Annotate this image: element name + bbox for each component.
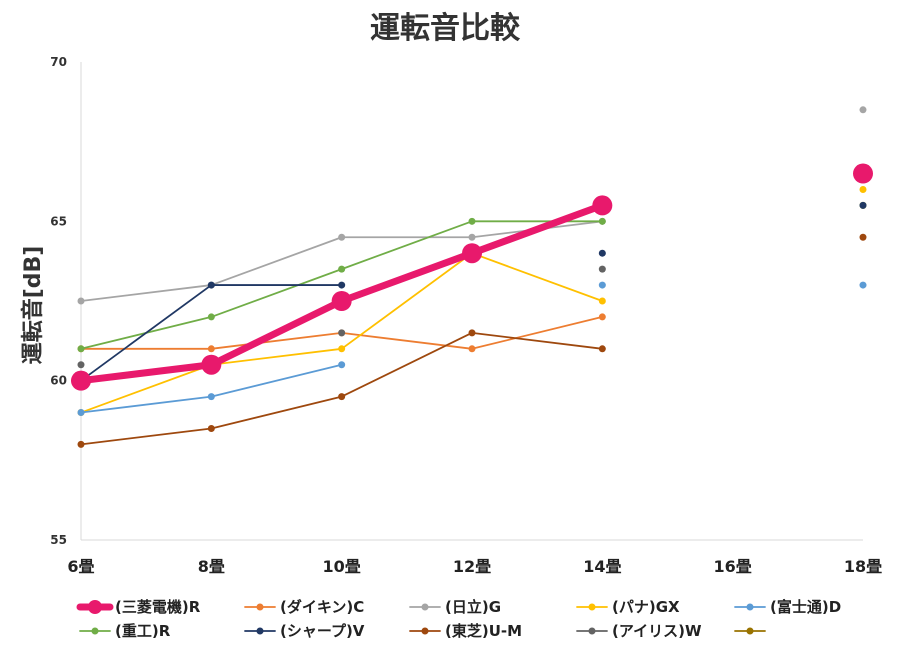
data-point [207, 281, 215, 289]
data-point [592, 195, 613, 216]
legend-label: (アイリス)W [612, 622, 702, 640]
legend-item: (シャープ)V [244, 622, 365, 640]
legend-item: (重工)R [79, 622, 171, 640]
data-point [338, 329, 346, 337]
legend-swatch-marker [746, 603, 754, 611]
data-point [859, 281, 867, 289]
legend-swatch-marker [746, 627, 754, 635]
data-point [207, 345, 215, 353]
legend-swatch-marker [88, 600, 102, 614]
legend-label: (パナ)GX [612, 598, 680, 616]
x-tick-label: 10畳 [323, 557, 361, 576]
legend: (三菱電機)R (ダイキン)C (日立)G (パナ)GX (富士通)D (重工)R (シャー… [76, 598, 841, 640]
legend-item: (ダイキン)C [244, 598, 364, 616]
y-tick-label: 65 [50, 214, 67, 228]
data-point [468, 329, 476, 337]
legend-label: (ダイキン)C [280, 598, 364, 616]
legend-swatch-marker [588, 603, 596, 611]
data-point [338, 281, 346, 289]
x-tick-label: 6畳 [67, 557, 94, 576]
legend-swatch-marker [256, 627, 264, 635]
data-point [338, 393, 346, 401]
legend-item: (三菱電機)R [76, 598, 201, 616]
series-0 [71, 163, 873, 391]
legend-item [734, 627, 766, 635]
x-tick-label: 8畳 [198, 557, 225, 576]
data-point [598, 313, 606, 321]
series-8 [77, 265, 606, 369]
data-point [77, 440, 85, 448]
legend-item: (富士通)D [734, 598, 841, 616]
legend-label: (三菱電機)R [115, 598, 201, 616]
data-point [468, 233, 476, 241]
data-point [598, 297, 606, 305]
x-tick-label: 18畳 [844, 557, 882, 576]
chart-title: 運転音比較 [370, 11, 521, 46]
data-point [598, 345, 606, 353]
data-point [77, 297, 85, 305]
x-tick-label: 12畳 [453, 557, 491, 576]
legend-item: (パナ)GX [576, 598, 680, 616]
data-point [338, 233, 346, 241]
data-point [598, 217, 606, 225]
y-tick-label: 55 [50, 533, 67, 547]
legend-swatch-marker [421, 627, 429, 635]
data-point [207, 393, 215, 401]
legend-swatch-marker [91, 627, 99, 635]
data-point [468, 217, 476, 225]
legend-swatch-marker [256, 603, 264, 611]
data-point [598, 249, 606, 257]
data-point [859, 201, 867, 209]
series-5 [77, 201, 867, 353]
data-point [207, 313, 215, 321]
series-layer [71, 106, 873, 448]
series-6 [77, 201, 867, 385]
data-point [207, 424, 215, 432]
data-point [77, 409, 85, 417]
data-point [468, 345, 476, 353]
data-point [201, 354, 222, 375]
legend-label: (富士通)D [770, 598, 841, 616]
series-4 [77, 281, 867, 417]
legend-label: (日立)G [445, 598, 501, 616]
x-tick-label: 14畳 [583, 557, 621, 576]
y-tick-label: 60 [50, 374, 67, 388]
data-point [338, 265, 346, 273]
legend-item: (日立)G [409, 598, 501, 616]
data-point [598, 265, 606, 273]
data-point [462, 243, 482, 264]
data-point [598, 281, 606, 289]
legend-label: (シャープ)V [280, 622, 365, 640]
data-point [331, 291, 352, 311]
data-point [77, 361, 85, 369]
data-point [859, 106, 867, 114]
legend-swatch-marker [588, 627, 596, 635]
y-axis-label: 運転音[dB] [20, 246, 46, 365]
axes: 55 60 65 70 6畳 8畳 10畳 12畳 14畳 16畳 18畳 [50, 55, 882, 576]
legend-label: (東芝)U-M [445, 622, 522, 640]
legend-swatch-marker [421, 603, 429, 611]
y-tick-label: 70 [50, 55, 67, 69]
data-point [853, 163, 873, 184]
legend-item: (東芝)U-M [409, 622, 522, 640]
legend-label: (重工)R [115, 622, 171, 640]
data-point [859, 185, 867, 193]
x-tick-label: 16畳 [714, 557, 752, 576]
data-point [71, 370, 91, 391]
series-2 [77, 106, 867, 305]
series-7 [77, 233, 867, 448]
legend-item: (アイリス)W [576, 622, 702, 640]
data-point [338, 345, 346, 353]
data-point [338, 361, 346, 369]
data-point [77, 345, 85, 353]
data-point [859, 233, 867, 241]
